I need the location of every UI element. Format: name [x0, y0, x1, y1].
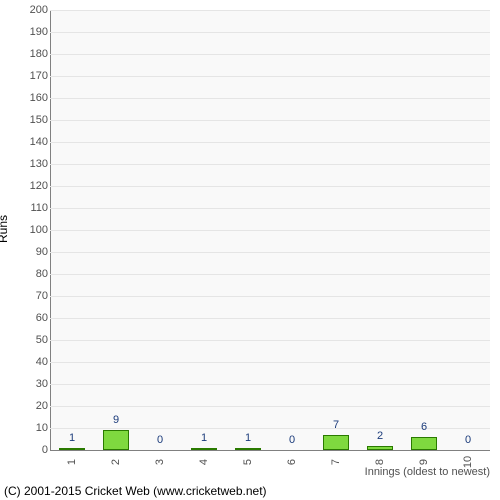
bar	[411, 437, 437, 450]
gridline	[50, 186, 490, 187]
gridline	[50, 318, 490, 319]
y-tick: 130	[18, 158, 48, 170]
bar-value-label: 1	[201, 432, 207, 444]
gridline	[50, 208, 490, 209]
y-tick: 190	[18, 26, 48, 38]
y-tick: 120	[18, 180, 48, 192]
y-tick: 200	[18, 4, 48, 16]
gridline	[50, 76, 490, 77]
bar-value-label: 7	[333, 419, 339, 431]
x-tick: 1	[66, 452, 78, 472]
gridline	[50, 120, 490, 121]
gridline	[50, 362, 490, 363]
y-tick: 140	[18, 136, 48, 148]
y-tick: 0	[18, 444, 48, 456]
y-tick: 70	[18, 290, 48, 302]
y-tick: 40	[18, 356, 48, 368]
x-tick: 6	[286, 452, 298, 472]
bar	[191, 448, 217, 450]
y-tick: 80	[18, 268, 48, 280]
y-tick: 160	[18, 92, 48, 104]
gridline	[50, 296, 490, 297]
y-tick: 180	[18, 48, 48, 60]
x-tick: 2	[110, 452, 122, 472]
gridline	[50, 142, 490, 143]
bar	[235, 448, 261, 450]
y-tick: 110	[18, 202, 48, 214]
bar	[323, 435, 349, 450]
x-tick: 8	[374, 452, 386, 472]
bar-value-label: 2	[377, 430, 383, 442]
bar	[103, 430, 129, 450]
bar	[367, 446, 393, 450]
bar-value-label: 0	[289, 434, 295, 446]
y-tick: 10	[18, 422, 48, 434]
bar-value-label: 0	[465, 434, 471, 446]
bar-value-label: 9	[113, 414, 119, 426]
gridline	[50, 164, 490, 165]
y-tick: 30	[18, 378, 48, 390]
x-tick: 5	[242, 452, 254, 472]
gridline	[50, 54, 490, 55]
gridline	[50, 10, 490, 11]
y-tick: 150	[18, 114, 48, 126]
copyright-text: (C) 2001-2015 Cricket Web (www.cricketwe…	[4, 484, 267, 498]
x-tick: 10	[462, 452, 474, 472]
y-tick: 90	[18, 246, 48, 258]
y-tick: 60	[18, 312, 48, 324]
y-tick: 50	[18, 334, 48, 346]
chart-container: Runs Innings (oldest to newest) 01020304…	[0, 0, 500, 500]
gridline	[50, 98, 490, 99]
x-axis-line	[50, 450, 490, 451]
gridline	[50, 230, 490, 231]
bar-value-label: 1	[69, 432, 75, 444]
x-tick: 4	[198, 452, 210, 472]
bar-value-label: 1	[245, 432, 251, 444]
x-tick: 7	[330, 452, 342, 472]
gridline	[50, 32, 490, 33]
gridline	[50, 274, 490, 275]
x-tick: 9	[418, 452, 430, 472]
gridline	[50, 384, 490, 385]
gridline	[50, 406, 490, 407]
bar-value-label: 0	[157, 434, 163, 446]
y-tick: 100	[18, 224, 48, 236]
x-tick: 3	[154, 452, 166, 472]
y-tick: 170	[18, 70, 48, 82]
gridline	[50, 340, 490, 341]
bar	[59, 448, 85, 450]
bar-value-label: 6	[421, 421, 427, 433]
y-axis-label: Runs	[0, 215, 10, 243]
gridline	[50, 252, 490, 253]
y-tick: 20	[18, 400, 48, 412]
